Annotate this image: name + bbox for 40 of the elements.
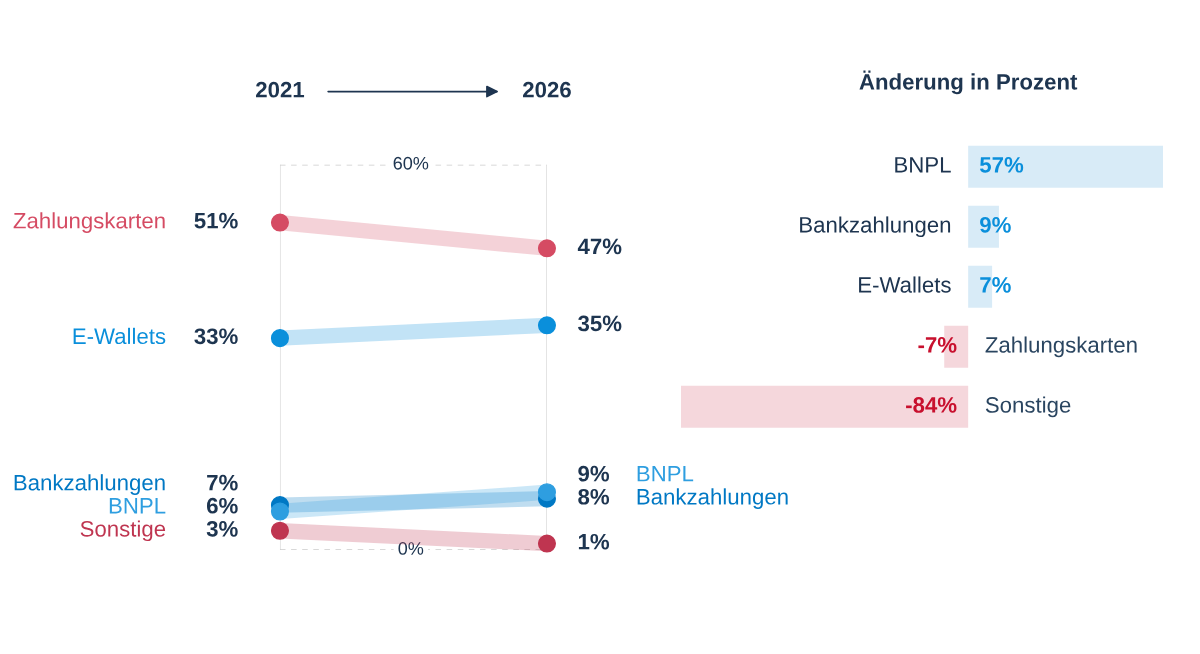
data-label: 3% (206, 520, 238, 537)
data-label: 35% (578, 315, 622, 332)
point (537, 534, 556, 553)
point (270, 329, 289, 348)
data-label: -84% (906, 397, 957, 413)
point (537, 483, 556, 502)
data-label: 7% (207, 474, 238, 491)
chart-title: Änderung in Prozent (859, 70, 1078, 95)
data-label: 57% (979, 156, 1024, 173)
point (270, 521, 289, 540)
y-tick-label: BNPL (895, 157, 951, 173)
text: Bankzahlungen (637, 488, 788, 510)
text: E-Wallets (73, 327, 166, 345)
text: BNPL (109, 498, 166, 514)
point (537, 316, 556, 335)
data-label: -7% (918, 337, 957, 353)
x-tick-label: 2026 (523, 81, 571, 98)
data-label: 33% (194, 328, 238, 345)
data-label: 6% (206, 497, 238, 514)
data-label: 51% (194, 212, 238, 229)
point (270, 213, 289, 232)
y-tick-label: E-Wallets (859, 276, 951, 293)
data-label: 7% (980, 277, 1011, 293)
text: Zahlungskarten (13, 212, 165, 233)
data-label: 1% (578, 533, 610, 550)
text: Sonstige (80, 520, 166, 542)
bar (968, 145, 1164, 188)
y-tick-label: Bankzahlungen (800, 216, 951, 238)
text: Bankzahlungen (14, 474, 165, 495)
data-label: 47% (577, 238, 622, 255)
data-label: 9% (578, 465, 610, 482)
y-tick-label: 60% (393, 156, 429, 170)
bar (681, 385, 969, 428)
text: BNPL (637, 466, 694, 482)
point (270, 502, 289, 521)
y-tick-label: 0% (398, 542, 424, 555)
point (537, 239, 556, 258)
data-label: 9% (980, 216, 1011, 233)
x-tick-label: 2021 (256, 81, 305, 98)
data-label: 8% (578, 488, 610, 505)
